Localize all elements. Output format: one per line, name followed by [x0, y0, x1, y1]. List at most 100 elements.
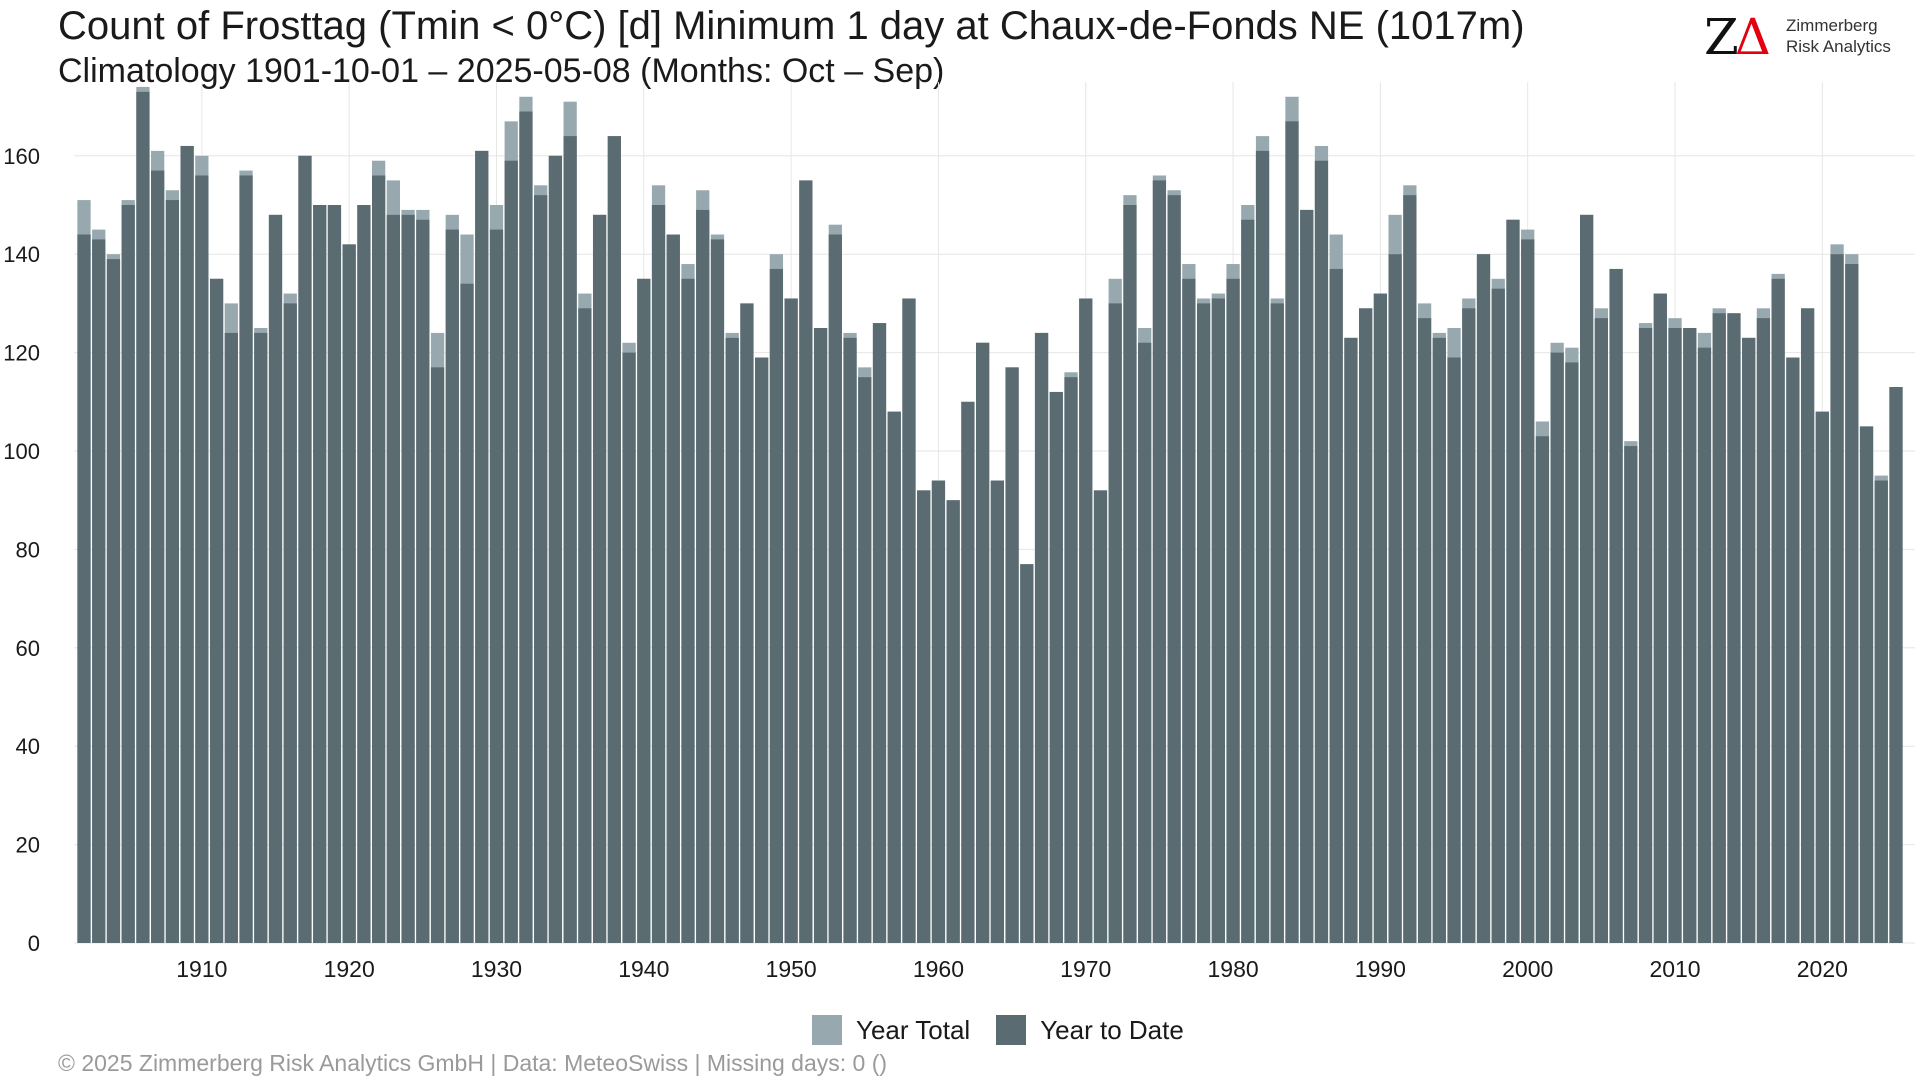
bar-year-to-date [1506, 219, 1520, 943]
bar-year-to-date [666, 234, 680, 943]
bar-year-to-date [1285, 121, 1299, 944]
bar-year-to-date [401, 214, 415, 944]
bar-year-to-date [504, 160, 518, 944]
bar-year-to-date [1329, 268, 1343, 944]
bar-year-to-date [710, 239, 725, 943]
y-tick-label: 120 [3, 341, 40, 366]
bar-year-to-date [1182, 278, 1196, 943]
bar-year-to-date [592, 214, 607, 944]
bar-year-to-date [1123, 205, 1137, 943]
bar-year-to-date [1034, 332, 1049, 943]
bar-year-to-date [1270, 303, 1284, 943]
bar-year-to-date [283, 303, 297, 943]
bar-year-to-date [1727, 313, 1741, 943]
bar-year-to-date [902, 298, 916, 944]
x-tick-label: 1950 [766, 956, 817, 982]
x-tick-label: 1970 [1060, 956, 1111, 982]
bar-year-to-date [1447, 357, 1461, 943]
bar-year-to-date [357, 205, 371, 943]
bar-year-to-date [1314, 160, 1329, 944]
bar-year-to-date [327, 205, 342, 943]
bar-year-to-date [696, 209, 710, 944]
bar-year-to-date [445, 229, 459, 944]
bar-year-to-date [858, 377, 872, 943]
bar-year-to-date [651, 205, 666, 943]
bar-year-to-date [489, 229, 504, 944]
bar-year-to-date [1830, 254, 1844, 943]
bar-year-to-date [180, 145, 194, 943]
bar-year-to-date [92, 239, 106, 943]
bar-year-to-date [136, 91, 150, 944]
logo-text: Zimmerberg Risk Analytics [1786, 15, 1891, 57]
bar-year-to-date [151, 170, 165, 943]
bar-year-to-date [1255, 150, 1270, 943]
x-tick-label: 2010 [1649, 956, 1700, 982]
bar-year-to-date [460, 283, 474, 944]
y-tick-label: 60 [16, 636, 40, 661]
x-tick-label: 1930 [471, 956, 522, 982]
bar-year-to-date [769, 268, 784, 944]
bar-year-to-date [1594, 318, 1608, 943]
bar-year-to-date [917, 490, 931, 943]
bar-year-to-date [386, 214, 400, 944]
bar-year-to-date [1565, 362, 1579, 943]
bar-year-to-date [1771, 278, 1785, 943]
bar-year-to-date [1712, 313, 1726, 943]
x-tick-label: 1960 [913, 956, 964, 982]
bar-year-to-date [1550, 352, 1564, 944]
bar-year-to-date [961, 401, 975, 943]
x-tick-label: 2000 [1502, 956, 1553, 982]
bar-year-to-date [1373, 293, 1388, 943]
x-tick-label: 1990 [1355, 956, 1406, 982]
bar-year-to-date [622, 352, 636, 944]
bar-year-to-date [195, 175, 209, 944]
x-tick-label: 1920 [324, 956, 375, 982]
bar-year-to-date [607, 136, 621, 943]
bar-year-to-date [1874, 480, 1888, 943]
bar-year-to-date [1049, 391, 1063, 944]
bar-year-to-date [475, 150, 489, 943]
bar-year-to-date [268, 214, 283, 944]
bar-year-to-date [1388, 254, 1402, 943]
bar-year-to-date [887, 411, 901, 943]
legend-swatch-year-total [812, 1015, 842, 1045]
bar-year-to-date [1535, 436, 1550, 943]
bar-year-to-date [1889, 387, 1903, 943]
bar-year-to-date [1344, 337, 1358, 944]
bar-year-to-date [813, 328, 828, 943]
bar-year-to-date [1020, 564, 1034, 943]
bar-year-to-date [681, 278, 695, 943]
bar-year-to-date [563, 136, 577, 943]
bar-year-to-date [578, 308, 592, 943]
bar-year-to-date [254, 332, 268, 943]
bar-year-to-date [519, 111, 533, 943]
bar-year-to-date [1491, 288, 1505, 943]
bar-year-to-date [313, 205, 327, 943]
bar-year-to-date [784, 298, 798, 944]
bar-year-to-date [1167, 195, 1181, 943]
chart-title: Count of Frosttag (Tmin < 0°C) [d] Minim… [58, 4, 1525, 48]
bar-year-to-date [1064, 377, 1078, 943]
y-tick-label: 100 [3, 439, 40, 464]
bar-year-to-date [931, 480, 946, 943]
y-tick-label: 140 [3, 242, 40, 267]
bar-year-to-date [976, 342, 990, 943]
legend-swatch-year-to-date [996, 1015, 1027, 1045]
bar-year-to-date [106, 259, 121, 943]
y-tick-label: 40 [16, 734, 40, 759]
bar-year-to-date [1432, 337, 1446, 944]
bar-year-to-date [1476, 254, 1491, 943]
bar-year-to-date [946, 500, 960, 943]
bar-year-to-date [828, 234, 842, 943]
x-tick-label: 2020 [1797, 956, 1848, 982]
bar-year-to-date [121, 205, 135, 943]
bar-year-to-date [1211, 298, 1225, 944]
bar-chart: 0 20 40 60 80 100 120 140 160 1910 1920 1930 1940 195… [3, 82, 1915, 982]
bar-year-to-date [1108, 303, 1122, 943]
bar-year-to-date [843, 337, 857, 944]
logo-line-1: Zimmerberg [1786, 16, 1878, 35]
bar-year-to-date [1079, 298, 1093, 944]
bar-year-to-date [1653, 293, 1667, 943]
bar-year-to-date [1668, 328, 1682, 943]
bar-year-to-date [1683, 328, 1697, 943]
